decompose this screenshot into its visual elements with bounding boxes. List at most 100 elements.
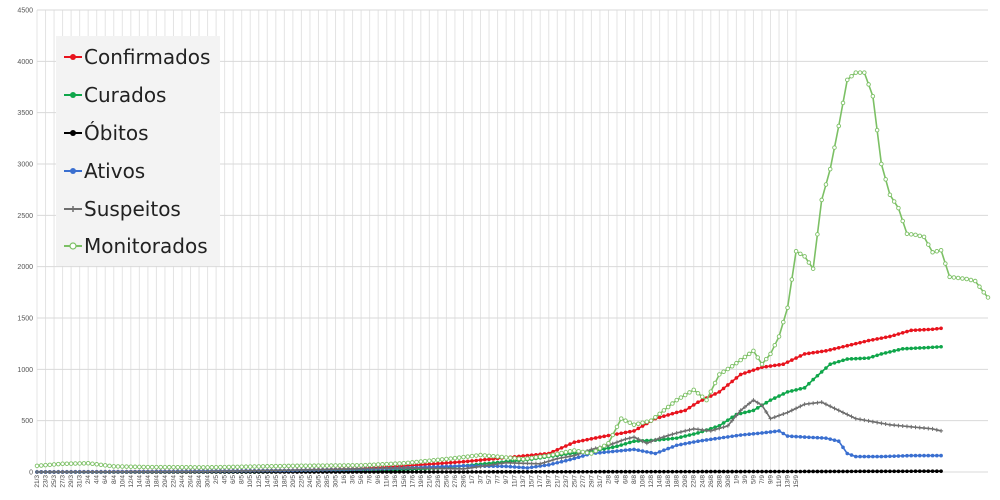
data-point-suspeitos (175, 469, 180, 474)
data-point-monitorados (218, 464, 223, 470)
legend-marker-ativos (70, 168, 76, 174)
data-point-suspeitos (333, 467, 338, 472)
x-tick-label: 23/7 (563, 475, 570, 488)
x-tick-label: 18/8 (674, 475, 681, 488)
data-point-obitos (551, 469, 555, 474)
data-point-monitorados (452, 455, 458, 461)
data-point-confirmados (606, 433, 611, 438)
data-point-confirmados (581, 438, 585, 443)
data-point-obitos (888, 469, 892, 474)
data-point-suspeitos (823, 402, 828, 407)
data-point-suspeitos (862, 418, 867, 423)
data-point-ativos (653, 451, 658, 456)
data-point-suspeitos (423, 466, 428, 471)
data-point-ativos (721, 435, 726, 440)
x-tick-label: 20/8 (682, 475, 689, 488)
data-point-suspeitos (772, 415, 777, 420)
data-point-monitorados (410, 460, 415, 465)
data-point-suspeitos (678, 429, 683, 434)
data-point-curados (849, 357, 854, 361)
data-point-obitos (679, 469, 683, 474)
data-point-ativos (453, 464, 457, 468)
data-point-monitorados (367, 462, 372, 468)
x-tick-label: 7/6 (367, 475, 374, 484)
data-point-suspeitos (589, 447, 594, 452)
data-point-curados (939, 344, 943, 349)
data-point-monitorados (866, 82, 871, 87)
data-point-suspeitos (504, 460, 509, 465)
data-point-suspeitos (410, 466, 415, 471)
data-point-suspeitos (209, 469, 214, 474)
data-point-suspeitos (653, 437, 658, 442)
data-point-obitos (704, 469, 709, 474)
legend-label-curados: Curados (84, 83, 166, 107)
x-tick-label: 18/4 (153, 475, 160, 488)
data-point-monitorados (934, 249, 940, 254)
data-point-ativos (726, 435, 730, 439)
data-point-suspeitos (619, 438, 624, 443)
data-point-suspeitos (781, 411, 786, 416)
data-point-monitorados (47, 462, 53, 468)
data-point-ativos (649, 450, 653, 455)
legend-label-confirmados: Confirmados (84, 45, 210, 69)
data-point-ativos (683, 441, 688, 446)
data-point-monitorados (265, 464, 270, 469)
data-point-ativos (666, 446, 670, 451)
data-point-confirmados (862, 339, 867, 344)
legend-label-obitos: Óbitos (84, 121, 149, 145)
data-point-suspeitos (171, 469, 176, 474)
x-tick-label: 2/8 (605, 475, 612, 484)
data-point-ativos (465, 464, 470, 468)
data-point-ativos (939, 453, 943, 458)
data-point-confirmados (615, 432, 619, 436)
data-point-obitos (414, 470, 419, 474)
data-point-confirmados (871, 337, 875, 342)
data-point-obitos (900, 469, 905, 474)
data-point-monitorados (597, 446, 603, 451)
data-point-curados (845, 357, 850, 361)
data-point-suspeitos (759, 403, 764, 408)
data-point-suspeitos (892, 423, 897, 428)
data-point-curados (888, 350, 892, 354)
data-point-suspeitos (794, 406, 799, 411)
data-point-ativos (836, 439, 841, 444)
data-point-suspeitos (666, 433, 671, 438)
data-point-ativos (568, 457, 572, 462)
data-point-curados (606, 446, 611, 450)
data-point-monitorados (77, 461, 82, 466)
data-point-obitos (871, 469, 875, 474)
x-tick-label: 16/4 (145, 475, 152, 488)
data-point-monitorados (162, 464, 168, 470)
data-point-monitorados (102, 463, 108, 468)
data-point-monitorados (653, 414, 658, 420)
data-point-suspeitos (329, 467, 334, 472)
data-point-ativos (755, 431, 760, 436)
data-point-obitos (768, 469, 773, 474)
data-point-ativos (794, 434, 798, 439)
data-point-obitos (815, 469, 820, 474)
x-tick-label: 11/7 (512, 475, 519, 488)
data-point-confirmados (828, 348, 833, 352)
data-point-obitos (444, 470, 449, 474)
data-point-confirmados (436, 461, 440, 466)
data-point-confirmados (824, 349, 828, 353)
data-point-obitos (529, 470, 534, 474)
data-point-confirmados (461, 459, 466, 464)
data-point-confirmados (836, 345, 841, 350)
data-point-suspeitos (363, 466, 368, 471)
data-point-suspeitos (696, 427, 701, 432)
data-point-confirmados (794, 356, 798, 360)
x-tick-label: 8/4 (111, 475, 118, 484)
data-point-obitos (755, 469, 760, 474)
data-point-monitorados (474, 453, 479, 458)
data-point-confirmados (781, 362, 786, 367)
data-point-obitos (482, 470, 487, 474)
data-point-obitos (935, 469, 939, 473)
data-point-monitorados (226, 464, 232, 470)
data-point-obitos (376, 470, 380, 474)
data-point-monitorados (827, 166, 833, 172)
data-point-curados (709, 426, 713, 431)
data-point-monitorados (137, 464, 142, 470)
data-point-monitorados (849, 73, 854, 79)
data-point-suspeitos (841, 410, 846, 415)
